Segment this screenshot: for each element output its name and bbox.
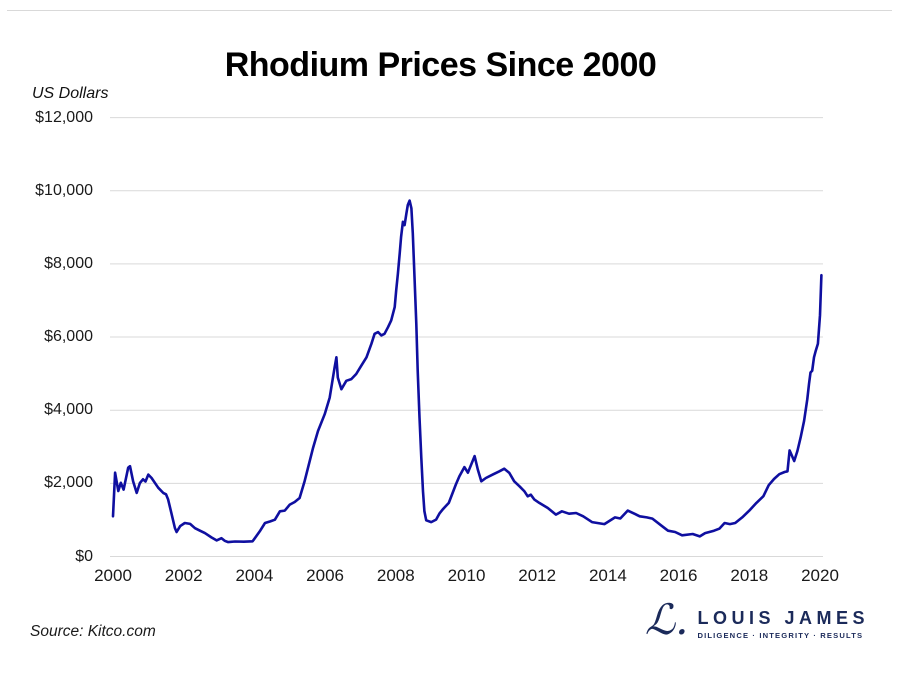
logo-name: LOUIS JAMES: [697, 608, 869, 628]
x-tick-label: 2008: [376, 566, 415, 585]
logo-script-monogram: ℒ.: [644, 595, 689, 644]
source-note: Source: Kitco.com: [30, 623, 156, 640]
x-tick-label: 2016: [659, 566, 698, 585]
y-tick-label: $0: [75, 547, 93, 565]
top-border-rule: [7, 10, 892, 11]
louis-james-logo: ℒ. LOUIS JAMES DILIGENCE · INTEGRITY · R…: [644, 595, 869, 644]
y-tick-label: $8,000: [44, 254, 93, 272]
logo-tagline: DILIGENCE · INTEGRITY · RESULTS: [697, 631, 864, 640]
x-tick-label: 2002: [164, 566, 203, 585]
x-tick-label: 2014: [588, 566, 627, 585]
x-tick-label: 2018: [730, 566, 769, 585]
y-tick-label: $4,000: [44, 401, 93, 419]
x-tick-label: 2020: [801, 566, 839, 585]
y-tick-label: $10,000: [35, 181, 93, 199]
x-tick-label: 2010: [447, 566, 486, 585]
y-tick-label: $2,000: [44, 474, 93, 492]
x-tick-label: 2000: [94, 566, 132, 585]
x-tick-label: 2006: [306, 566, 344, 585]
y-tick-label: $6,000: [44, 328, 93, 346]
price-series-line: [111, 199, 823, 544]
chart-title: Rhodium Prices Since 2000: [224, 46, 657, 84]
logo-text-block: LOUIS JAMES DILIGENCE · INTEGRITY · RESU…: [697, 609, 869, 640]
x-tick-label: 2004: [235, 566, 274, 585]
x-tick-label: 2012: [518, 566, 557, 585]
y-axis-unit-label: US Dollars: [32, 85, 109, 102]
y-tick-label: $12,000: [35, 108, 93, 126]
